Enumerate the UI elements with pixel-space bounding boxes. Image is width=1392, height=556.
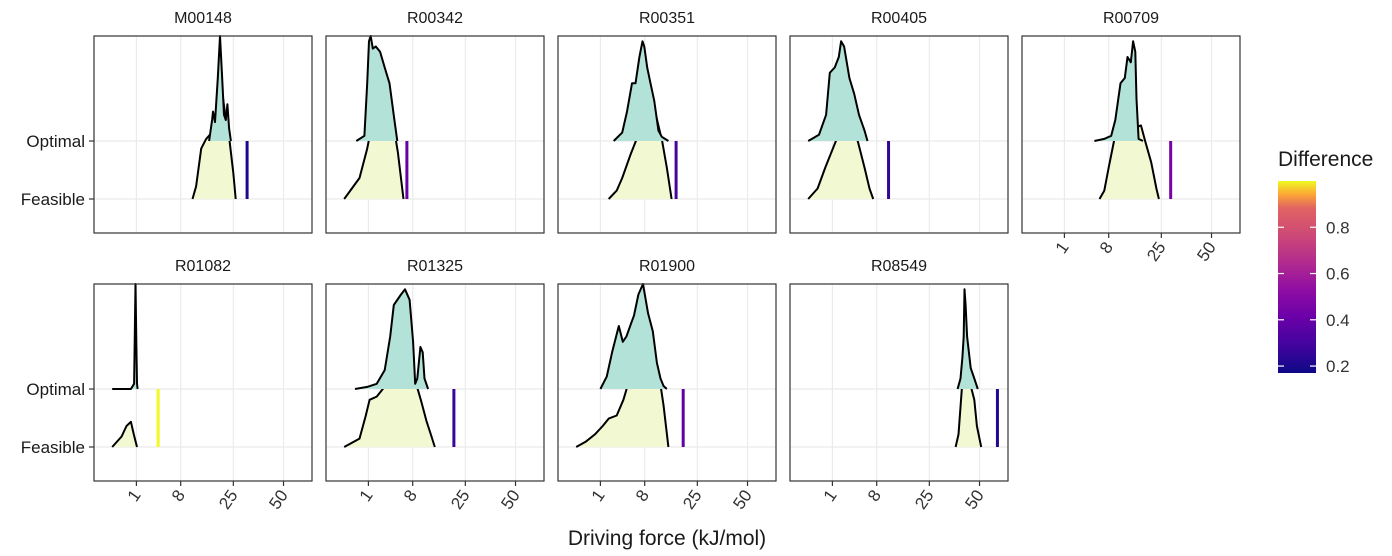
legend-tick-label: 0.6 <box>1326 265 1350 284</box>
optimal-density-line <box>208 35 232 142</box>
x-tick-label: 25 <box>215 486 241 512</box>
facet-M00148: M00148 <box>93 10 313 234</box>
x-tick-label: 50 <box>497 486 523 512</box>
optimal-density-line <box>807 40 869 142</box>
legend-tick-label: 0.4 <box>1326 311 1350 330</box>
x-tick-label: 8 <box>864 486 885 505</box>
panel-border <box>93 283 313 482</box>
optimal-density-area <box>1094 41 1143 141</box>
y-tick-label: Optimal <box>26 380 85 399</box>
feasible-density-line <box>111 420 138 448</box>
panel-border <box>325 283 545 482</box>
x-tick-label: 1 <box>124 486 145 505</box>
color-legend: Difference 0.2 0.4 0.6 0.8 <box>1278 148 1373 376</box>
panel-background <box>558 284 776 481</box>
optimal-density-line <box>612 40 669 142</box>
panel-border <box>93 35 313 234</box>
optimal-density-line <box>599 283 668 390</box>
optimal-density-area <box>613 41 669 141</box>
facet-title: R01082 <box>175 258 231 275</box>
panel-border <box>325 35 545 234</box>
x-tick-label: 1 <box>1052 238 1073 257</box>
x-tick-label: 50 <box>265 486 291 512</box>
facet-title: R00351 <box>639 10 695 27</box>
facet-title: R00709 <box>1103 10 1159 27</box>
feasible-density-area <box>955 347 982 447</box>
panel-border <box>557 35 777 234</box>
legend-colorbar <box>1278 181 1316 373</box>
panel-border <box>789 283 1009 482</box>
facet-R08549: R08549 <box>789 258 1009 482</box>
optimal-density-line <box>1094 40 1144 142</box>
panel-background <box>94 36 312 233</box>
facet-title: R00342 <box>407 10 463 27</box>
feasible-density-area <box>808 123 874 199</box>
panel-background <box>326 36 544 233</box>
x-tick-label: 25 <box>1143 238 1169 264</box>
optimal-density-line <box>354 288 430 390</box>
optimal-density-area <box>209 36 231 141</box>
x-tick-label: 8 <box>168 486 189 505</box>
y-tick-label: Feasible <box>21 438 85 457</box>
y-tick-label: Optimal <box>26 132 85 151</box>
x-tick-label: 50 <box>961 486 987 512</box>
legend-tick-label: 0.2 <box>1326 357 1350 376</box>
x-tick-label: 50 <box>1193 238 1219 264</box>
panel-background <box>558 36 776 233</box>
x-tick-label: 25 <box>447 486 473 512</box>
x-tick-label: 1 <box>820 486 841 505</box>
facet-title: R01900 <box>639 258 695 275</box>
facet-title: R00405 <box>871 10 927 27</box>
x-axis-title: Driving force (kJ/mol) <box>568 527 766 550</box>
panel-border <box>789 35 1009 234</box>
panel-border <box>1021 35 1241 234</box>
legend-tick-label: 0.8 <box>1326 218 1350 237</box>
optimal-density-area <box>600 284 667 389</box>
x-tick-label: 25 <box>679 486 705 512</box>
facet-title: R08549 <box>871 258 927 275</box>
facet-title: R01325 <box>407 258 463 275</box>
facet-R00405: R00405 <box>789 10 1009 234</box>
x-tick-label: 25 <box>911 486 937 512</box>
facet-R01900: R01900 <box>557 258 777 482</box>
facet-R01082: R01082 <box>93 258 313 482</box>
x-tick-label: 1 <box>588 486 609 505</box>
x-tick-label: 8 <box>632 486 653 505</box>
x-tick-label: 8 <box>1096 238 1117 257</box>
facet-R01325: R01325 <box>325 258 545 482</box>
facet-R00709: R00709 <box>1021 10 1241 234</box>
legend-ticks: 0.2 0.4 0.6 0.8 <box>1278 218 1350 376</box>
optimal-density-line <box>355 35 399 142</box>
optimal-density-area <box>808 41 868 141</box>
panel-background <box>326 284 544 481</box>
facet-panels: M00148 R00342 R00351 R00405 R00709 R01082 R013… <box>93 10 1241 482</box>
optimal-density-area <box>356 36 398 141</box>
x-tick-label: 8 <box>400 486 421 505</box>
panel-border <box>557 283 777 482</box>
x-tick-label: 1 <box>356 486 377 505</box>
facet-R00342: R00342 <box>325 10 545 234</box>
optimal-density-line <box>956 288 979 390</box>
facet-R00351: R00351 <box>557 10 777 234</box>
y-tick-label: Feasible <box>21 190 85 209</box>
panel-background <box>94 284 312 481</box>
x-tick-label: 50 <box>729 486 755 512</box>
feasible-density-area <box>1099 115 1159 199</box>
facet-title: M00148 <box>174 10 232 27</box>
legend-title: Difference <box>1278 148 1373 171</box>
